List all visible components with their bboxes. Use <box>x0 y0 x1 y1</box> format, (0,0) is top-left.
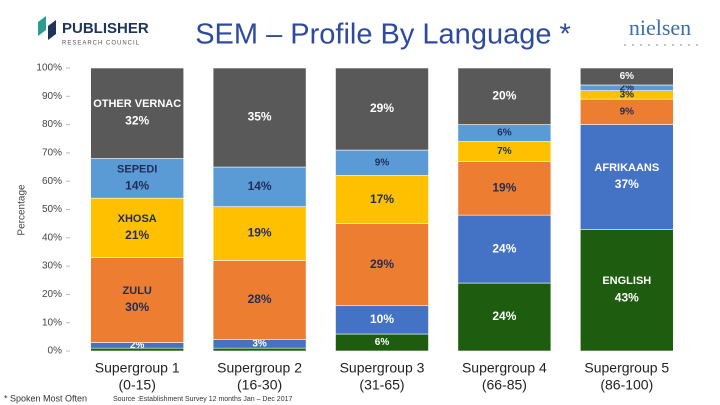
value-label: 21% <box>125 228 149 242</box>
logo: PUBLISHER RESEARCH COUNCIL <box>38 16 149 47</box>
value-label: 28% <box>248 292 272 306</box>
value-label: 6% <box>497 128 512 139</box>
bar-segment <box>579 67 674 86</box>
logo-icon <box>48 20 56 40</box>
value-label: 9% <box>620 107 635 118</box>
bar-segment <box>335 305 429 335</box>
y-tick-label: 50% <box>42 204 62 215</box>
value-label: 19% <box>248 226 272 240</box>
y-tick-label: 80% <box>42 119 62 130</box>
brand: nielsen <box>629 15 691 40</box>
x-tick-sublabel: (31-65) <box>359 377 404 393</box>
value-label: 2% <box>130 340 145 351</box>
bar-segment <box>212 206 307 261</box>
x-tick-label: Supergroup 3 <box>340 360 425 376</box>
y-tick-label: 30% <box>42 261 62 272</box>
value-label: 19% <box>492 180 516 194</box>
footnote: * Spoken Most Often <box>4 393 87 403</box>
segment-label: AFRIKAANS <box>594 162 659 174</box>
segment-label: ENGLISH <box>602 275 651 287</box>
value-label: 6% <box>375 337 390 348</box>
segment-label: OTHER VERNAC <box>93 98 181 110</box>
y-tick-label: 20% <box>42 289 62 300</box>
y-tick-label: 90% <box>42 91 62 102</box>
bar-segment <box>335 223 429 307</box>
x-tick-sublabel: (66-85) <box>482 377 527 393</box>
bar-segment <box>212 166 307 207</box>
value-label: 9% <box>375 157 390 168</box>
value-label: 29% <box>370 257 394 271</box>
value-label: 24% <box>492 309 516 323</box>
bar-segment <box>90 158 185 199</box>
bar-segment <box>457 214 552 284</box>
value-label: 3% <box>620 90 635 101</box>
y-tick-label: 60% <box>42 176 62 187</box>
chart-title: SEM – Profile By Language * <box>195 19 571 51</box>
segment-label: SEPEDI <box>117 163 157 175</box>
bar-segment <box>579 98 674 125</box>
bar-segment <box>579 124 674 230</box>
value-label: 24% <box>492 241 516 255</box>
logo-name: PUBLISHER <box>62 20 149 37</box>
bar-segment <box>90 257 185 343</box>
value-label: 20% <box>492 88 516 102</box>
value-label: 17% <box>370 192 394 206</box>
logo-sub: RESEARCH COUNCIL <box>62 41 140 47</box>
bar-segment <box>90 67 185 159</box>
y-tick-label: 40% <box>42 232 62 243</box>
y-axis-label: Percentage <box>17 184 28 236</box>
value-label: 14% <box>125 179 149 193</box>
x-tick-sublabel: (86-100) <box>600 377 653 393</box>
value-label: 37% <box>615 177 639 191</box>
value-label: 43% <box>615 290 639 304</box>
x-tick-sublabel: (0-15) <box>119 377 156 393</box>
bar-segment <box>457 67 552 125</box>
value-label: 6% <box>620 71 635 82</box>
value-label: 3% <box>252 339 267 350</box>
y-tick-label: 0% <box>48 346 63 357</box>
value-label: 10% <box>370 312 394 326</box>
segment-label: XHOSA <box>118 213 157 225</box>
x-tick-label: Supergroup 2 <box>217 360 302 376</box>
value-label: 29% <box>370 101 394 115</box>
x-tick-label: Supergroup 4 <box>462 360 547 376</box>
value-label: 35% <box>248 110 272 124</box>
value-label: 30% <box>125 300 149 314</box>
y-tick-label: 10% <box>42 317 62 328</box>
value-label: 32% <box>125 113 149 127</box>
x-tick-label: Supergroup 1 <box>95 360 180 376</box>
value-label: 14% <box>248 179 272 193</box>
logo-icon <box>38 16 46 36</box>
value-label: 2% <box>620 82 635 93</box>
bar-segment <box>579 229 674 352</box>
bar-segment <box>335 67 429 151</box>
segment-label: ZULU <box>123 285 152 297</box>
y-tick-label: 70% <box>42 148 62 159</box>
bar-segment <box>457 161 552 216</box>
bar-segment <box>457 282 552 352</box>
x-tick-sublabel: (16-30) <box>237 377 282 393</box>
x-tick-label: Supergroup 5 <box>584 360 669 376</box>
y-tick-label: 100% <box>36 63 62 74</box>
bar-segment <box>212 67 307 168</box>
source: Source :Establishment Survey 12 months J… <box>113 396 292 403</box>
value-label: 7% <box>497 146 512 157</box>
bar-segment <box>212 260 307 340</box>
